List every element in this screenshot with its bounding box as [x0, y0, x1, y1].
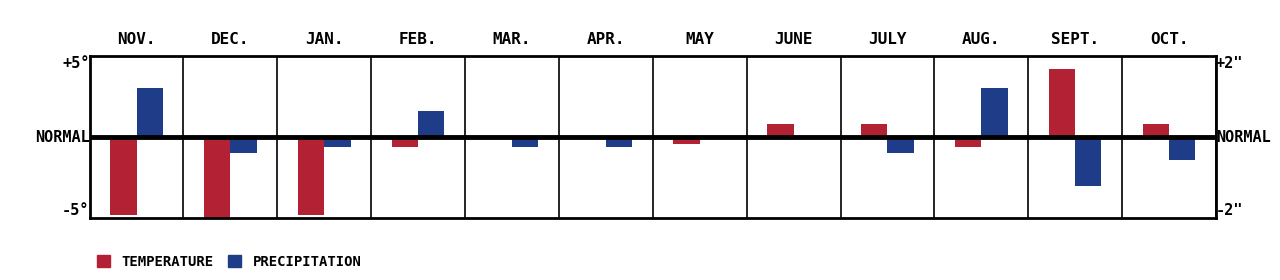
Bar [230, 137, 257, 153]
Bar [419, 111, 444, 137]
Legend: TEMPERATURE, PRECIPITATION: TEMPERATURE, PRECIPITATION [96, 255, 361, 269]
Bar [1143, 124, 1169, 137]
Text: NORMAL: NORMAL [1216, 130, 1271, 145]
Bar [673, 137, 700, 144]
Bar [137, 88, 163, 137]
Bar [767, 124, 794, 137]
Bar [1169, 137, 1196, 160]
Bar [1048, 69, 1075, 137]
Bar [955, 137, 982, 147]
Bar [298, 137, 324, 215]
Bar [324, 137, 351, 147]
Text: -5°: -5° [63, 203, 90, 218]
Text: +5°: +5° [63, 56, 90, 71]
Bar [204, 137, 230, 218]
Text: -2": -2" [1216, 203, 1243, 218]
Bar [887, 137, 914, 153]
Text: NORMAL: NORMAL [35, 130, 90, 145]
Bar [982, 88, 1007, 137]
Bar [605, 137, 632, 147]
Bar [512, 137, 539, 147]
Bar [392, 137, 419, 147]
Bar [861, 124, 887, 137]
Bar [110, 137, 137, 215]
Text: +2": +2" [1216, 56, 1243, 71]
Bar [1075, 137, 1102, 186]
